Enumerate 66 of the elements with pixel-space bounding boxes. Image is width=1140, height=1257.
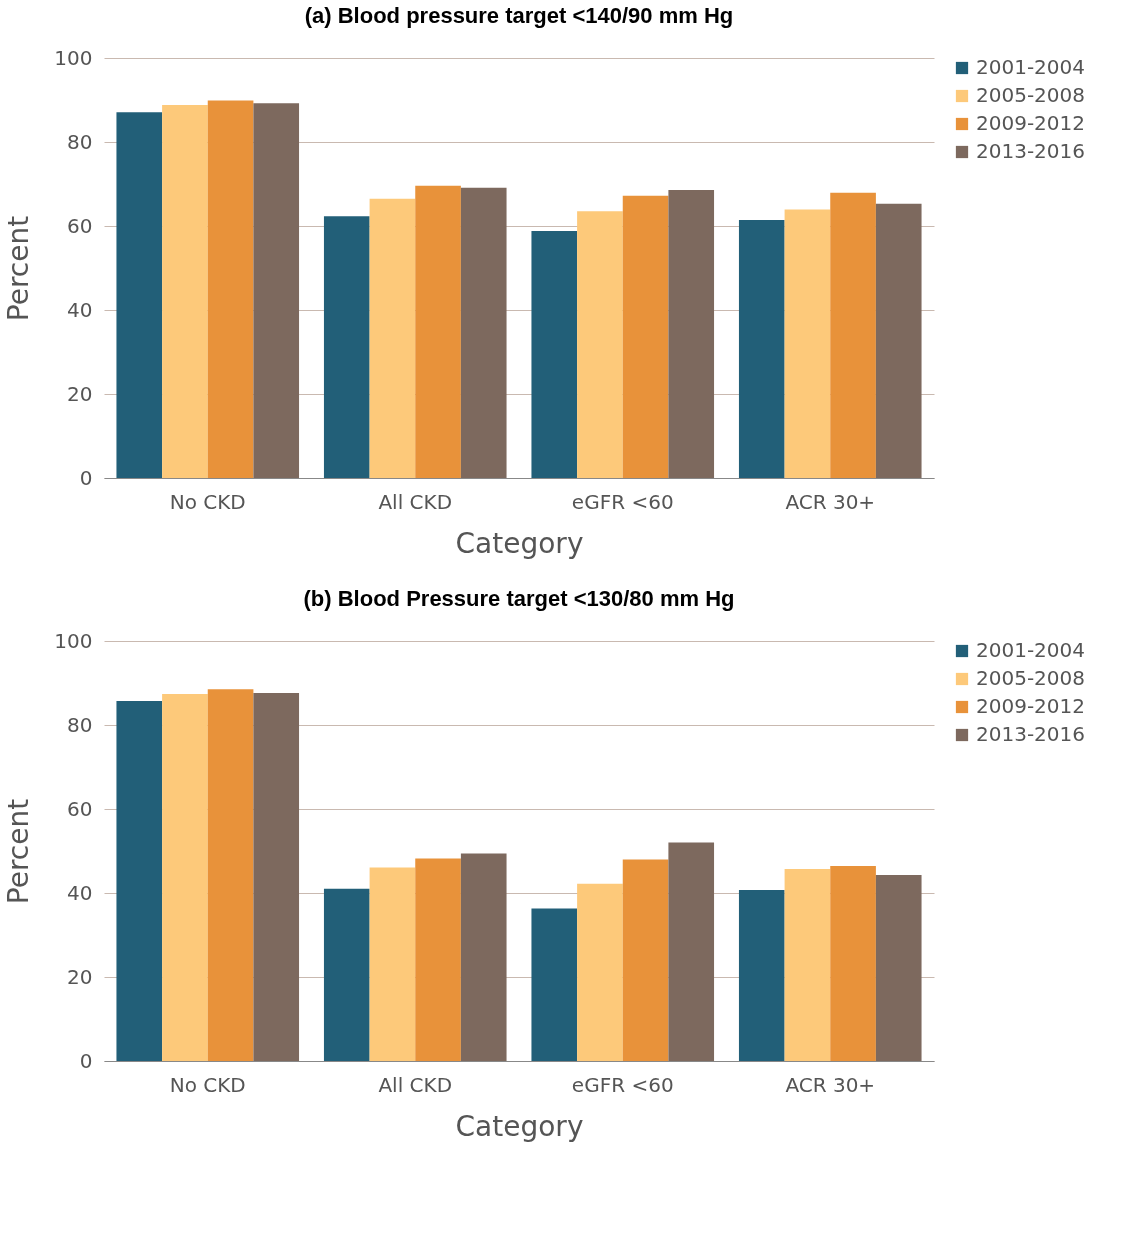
bar [253, 103, 300, 478]
bar [415, 185, 461, 478]
x-tick-label: eGFR <60 [571, 1072, 674, 1097]
bar [577, 211, 623, 478]
bar [622, 859, 669, 1061]
bar [116, 112, 163, 478]
bar [460, 187, 507, 478]
legend-label: 2013-2016 [976, 722, 1086, 746]
legend-label: 2009-2012 [976, 694, 1086, 718]
legend-label: 2013-2016 [976, 139, 1086, 163]
bar [162, 105, 208, 478]
y-tick-label: 80 [67, 712, 93, 737]
x-tick-label: All CKD [378, 489, 453, 514]
y-tick-label: 80 [67, 129, 93, 154]
bar [207, 100, 254, 478]
y-tick-label: 40 [67, 880, 93, 905]
y-tick-label: 100 [54, 628, 93, 653]
bar [207, 689, 254, 1061]
legend-label: 2005-2008 [976, 83, 1086, 107]
legend-label: 2009-2012 [976, 111, 1086, 135]
y-tick-label: 40 [67, 297, 93, 322]
bar [622, 195, 669, 478]
bar [738, 220, 785, 478]
x-tick-label: eGFR <60 [571, 489, 674, 514]
x-tick-label: ACR 30+ [785, 1072, 876, 1097]
bar [875, 203, 922, 478]
chart-title: (a) Blood pressure target <140/90 mm Hg [304, 3, 734, 28]
bar [323, 216, 370, 478]
bar [460, 853, 507, 1061]
y-tick-label: 20 [67, 964, 93, 989]
x-tick-label: ACR 30+ [785, 489, 876, 514]
legend-label: 2005-2008 [976, 666, 1086, 690]
bar [531, 231, 578, 478]
bar [668, 842, 715, 1061]
y-tick-label: 60 [67, 796, 93, 821]
y-tick-label: 0 [79, 1048, 93, 1073]
bar [875, 874, 922, 1061]
y-axis-title: Percent [2, 215, 36, 322]
x-axis-title: Category [455, 526, 584, 560]
y-axis-title: Percent [2, 798, 36, 905]
bar [668, 189, 715, 478]
legend-label: 2001-2004 [976, 638, 1086, 662]
bar [369, 867, 416, 1061]
bar [577, 883, 623, 1061]
y-tick-label: 100 [54, 45, 93, 70]
x-tick-label: No CKD [169, 489, 246, 514]
chart-title: (b) Blood Pressure target <130/80 mm Hg [303, 586, 735, 611]
bar [531, 908, 578, 1061]
x-tick-label: All CKD [378, 1072, 453, 1097]
y-tick-label: 0 [79, 465, 93, 490]
y-tick-label: 20 [67, 381, 93, 406]
x-tick-label: No CKD [169, 1072, 246, 1097]
y-tick-label: 60 [67, 213, 93, 238]
bar [784, 869, 831, 1061]
bar [116, 701, 163, 1061]
bar [784, 209, 831, 478]
bar [738, 890, 785, 1061]
x-axis-title: Category [455, 1109, 584, 1143]
bar [323, 888, 370, 1061]
bar [253, 693, 300, 1061]
bar [830, 192, 876, 478]
legend-label: 2001-2004 [976, 55, 1086, 79]
bar [369, 198, 416, 478]
bar [830, 866, 876, 1061]
bar [415, 858, 461, 1061]
bar [162, 693, 208, 1061]
